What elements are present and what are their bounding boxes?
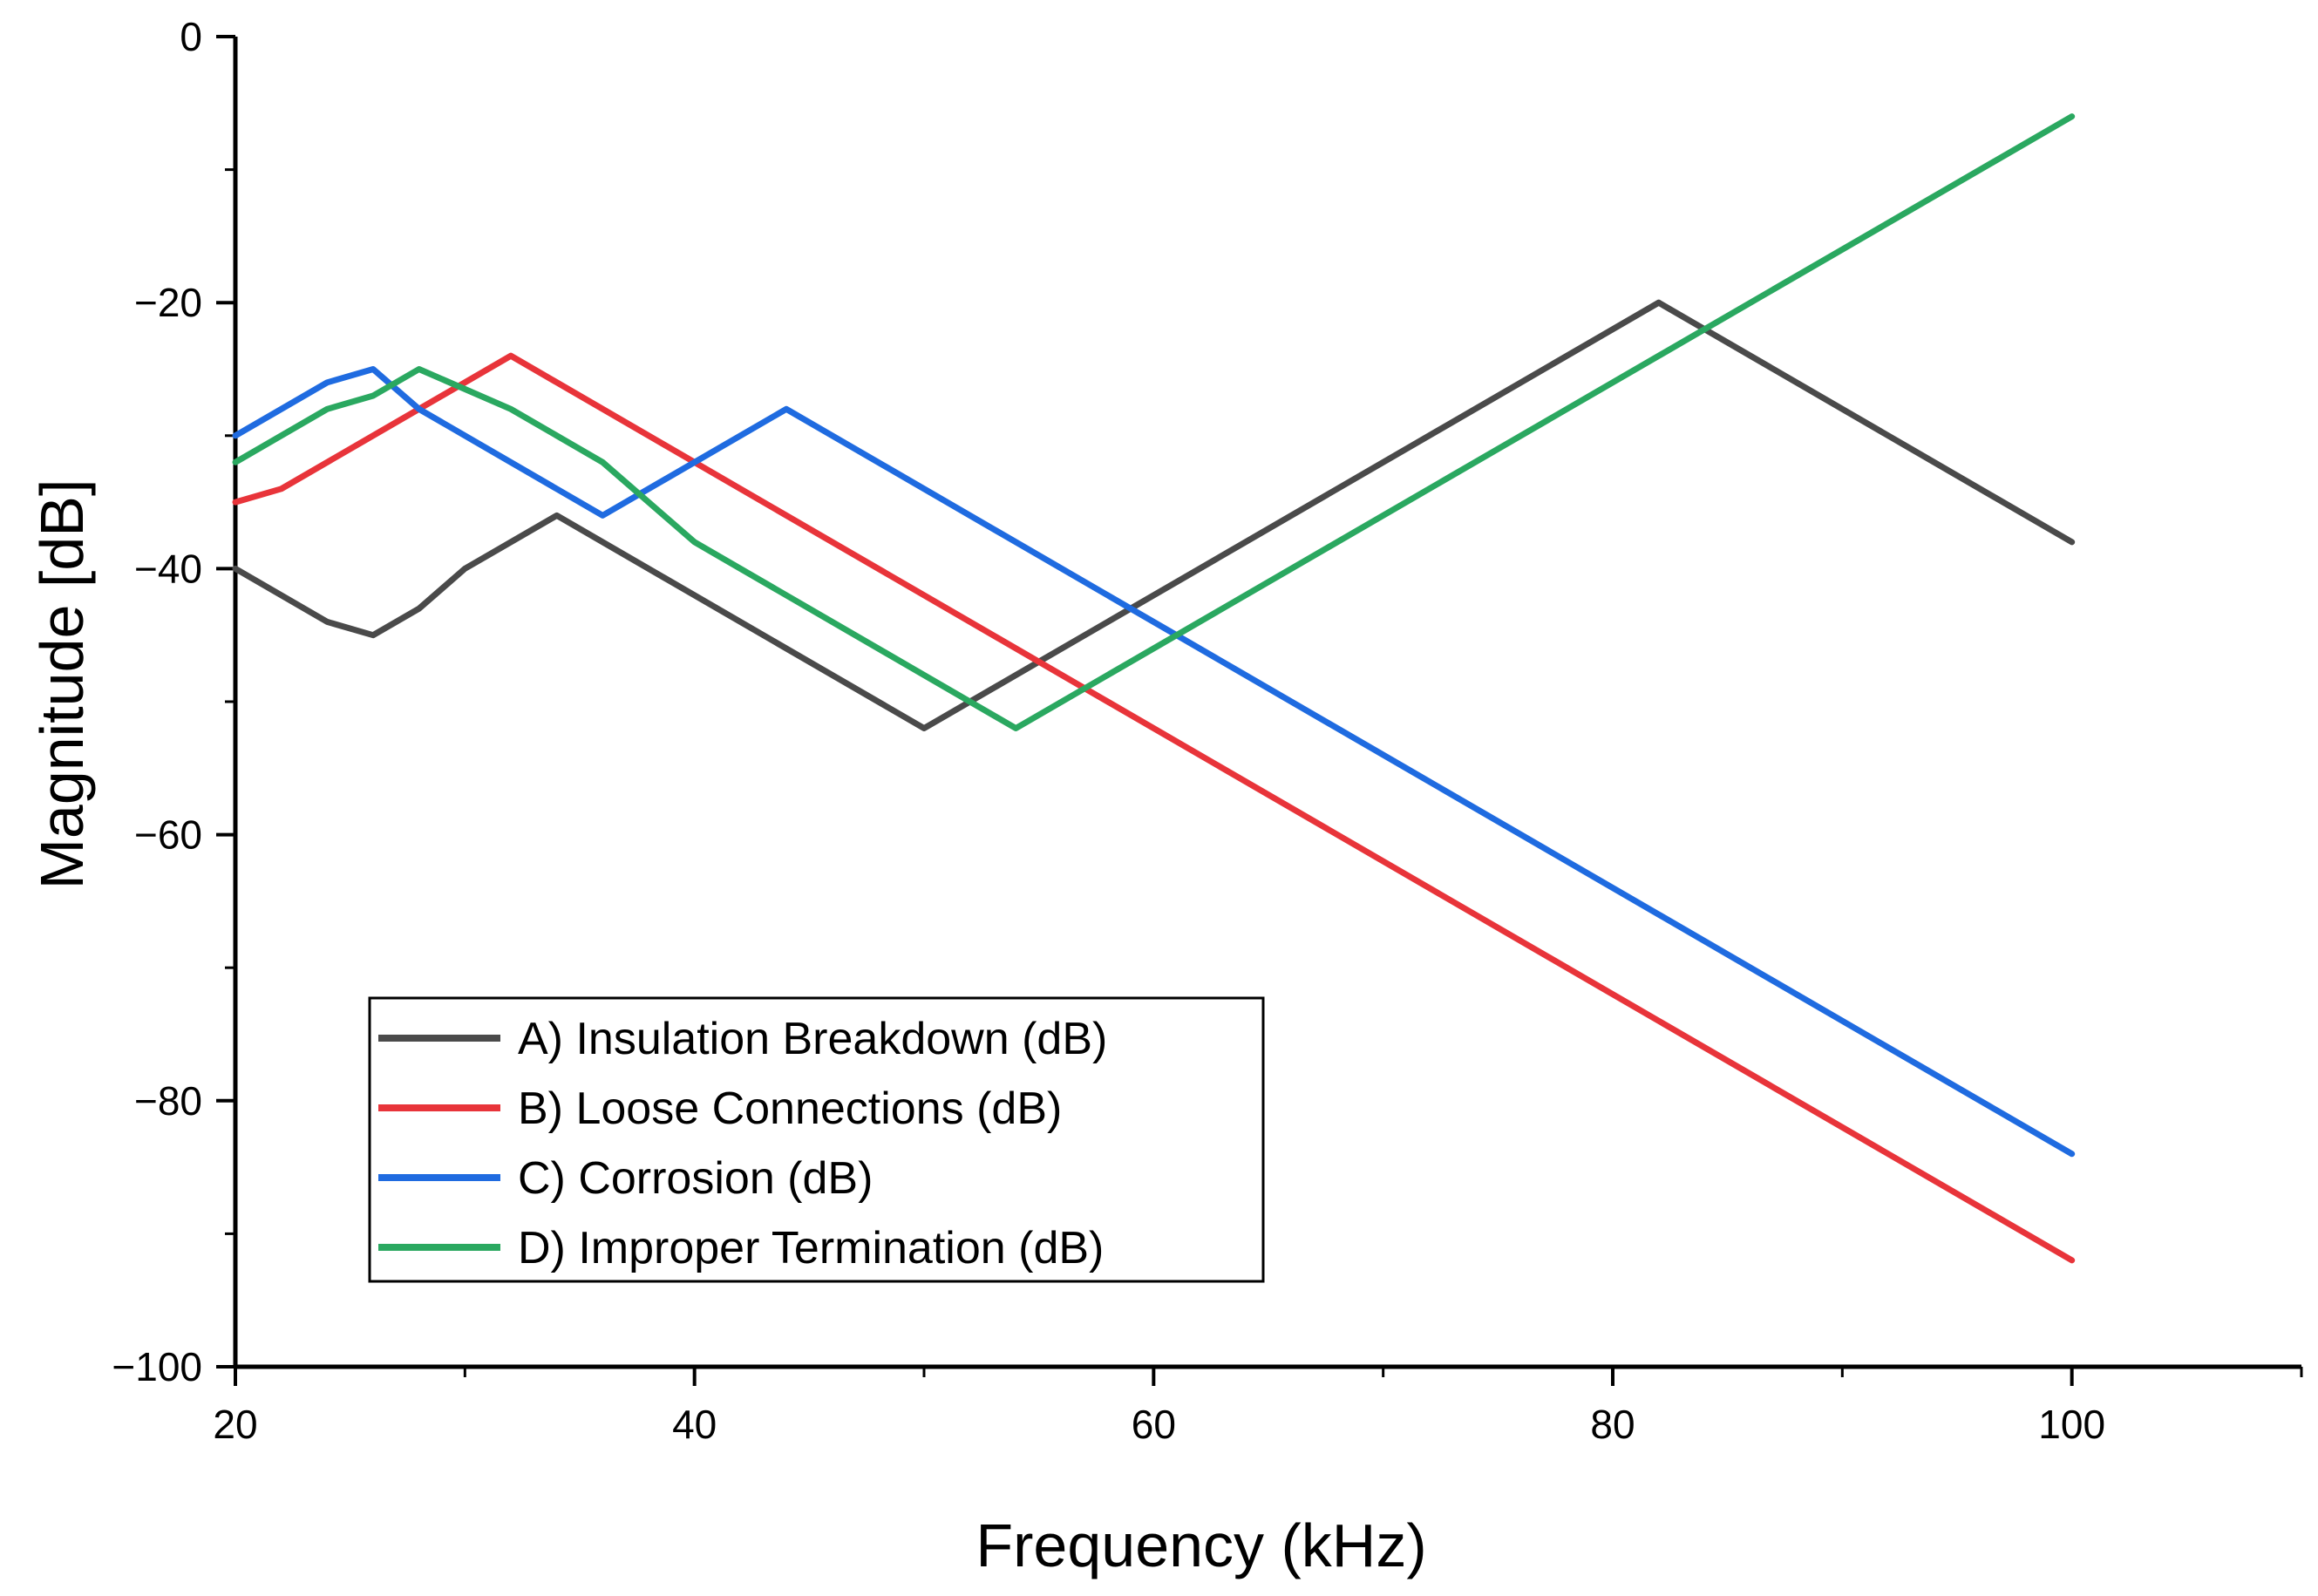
x-axis-title: Frequency (kHz) — [975, 1511, 1426, 1579]
legend-label: B) Loose Connections (dB) — [518, 1083, 1062, 1134]
x-tick-label: 40 — [672, 1402, 717, 1447]
series-line-b — [232, 352, 2076, 1264]
x-tick-label: 80 — [1590, 1402, 1635, 1447]
legend-label: D) Improper Termination (dB) — [518, 1223, 1104, 1273]
y-tick-label: −60 — [134, 812, 202, 858]
legend-label: A) Insulation Breakdown (dB) — [518, 1014, 1107, 1064]
legend-label: C) Corrosion (dB) — [518, 1153, 873, 1204]
x-tick-label: 20 — [213, 1402, 257, 1447]
legend: A) Insulation Breakdown (dB) B) Loose Con… — [368, 996, 1265, 1283]
y-tick-label: −100 — [112, 1344, 202, 1389]
series-line-a — [232, 299, 2076, 731]
y-tick-label: 0 — [180, 14, 202, 59]
y-tick-label: −40 — [134, 546, 202, 591]
x-tick-label: 60 — [1132, 1402, 1176, 1447]
x-tick-label: 100 — [2038, 1402, 2105, 1447]
series-line-d — [232, 113, 2076, 731]
series-line-c — [232, 366, 2076, 1158]
y-tick-label: −80 — [134, 1078, 202, 1124]
series-lines — [232, 113, 2076, 1264]
y-axis-title: Magnitude [dB] — [28, 479, 96, 890]
y-tick-label: −20 — [134, 280, 202, 325]
legend-box — [368, 996, 1265, 1283]
